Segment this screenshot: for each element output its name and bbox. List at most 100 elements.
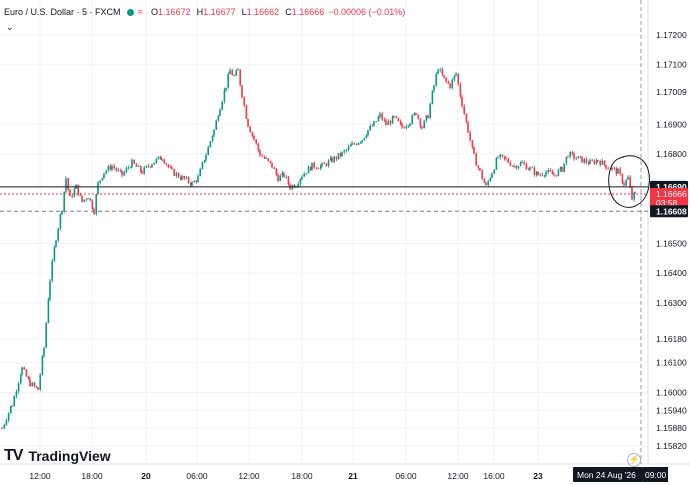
candle-body xyxy=(39,374,41,390)
candle-body xyxy=(299,178,302,184)
candle-body xyxy=(105,170,107,174)
candle-body xyxy=(465,113,468,123)
candle-body xyxy=(5,420,8,425)
candle-body xyxy=(91,200,94,210)
candle-body xyxy=(79,195,82,196)
candle-body xyxy=(451,79,453,88)
candle-body xyxy=(459,84,462,97)
candle-body xyxy=(345,149,348,151)
candle-body xyxy=(595,160,598,164)
candle-body xyxy=(561,166,563,172)
candle-body xyxy=(393,116,395,117)
candle-body xyxy=(491,173,493,178)
candle-body xyxy=(485,182,487,186)
candle-body xyxy=(529,167,531,170)
candle-body xyxy=(605,165,607,169)
candle-body xyxy=(323,163,325,164)
candle-body xyxy=(97,182,99,195)
candle-body xyxy=(15,391,18,397)
candle-body xyxy=(569,152,571,158)
candle-body xyxy=(47,299,50,323)
x-tick-label: 12:00 xyxy=(29,471,51,481)
candle-body xyxy=(1,428,3,429)
candle-body xyxy=(321,163,323,166)
candle-body xyxy=(397,118,400,122)
price-label-text: 1.16690 xyxy=(656,182,687,192)
candle-body xyxy=(161,159,163,161)
candle-body xyxy=(543,175,546,177)
lightning-icon[interactable]: ⚡ xyxy=(627,453,641,467)
crosshair-time: 09:00 xyxy=(645,470,667,480)
chevron-down-icon[interactable]: ⌄ xyxy=(6,22,14,32)
crosshair-date: Mon 24 Aug '26 xyxy=(577,470,636,480)
candle-body xyxy=(447,81,450,84)
candle-body xyxy=(197,176,199,182)
candle-body xyxy=(315,167,318,169)
candle-body xyxy=(143,167,145,174)
x-tick-label: 06:00 xyxy=(186,471,208,481)
candle-body xyxy=(41,355,44,375)
candle-body xyxy=(501,154,504,156)
candle-body xyxy=(525,163,528,170)
candle-body xyxy=(201,162,204,169)
candle-body xyxy=(477,165,480,169)
price-label-bg xyxy=(650,205,688,218)
candle-body xyxy=(311,162,313,171)
candle-body xyxy=(269,160,272,163)
candle-body xyxy=(131,159,133,168)
candle-body xyxy=(573,153,575,159)
candle-body xyxy=(373,121,375,126)
candle-body xyxy=(183,176,185,179)
brand-name: TradingView xyxy=(28,448,111,464)
candle-body xyxy=(71,196,73,197)
candle-body xyxy=(141,171,143,174)
candle-body xyxy=(43,347,45,356)
symbol-title[interactable]: Euro / U.S. Dollar · 5 · FXCM xyxy=(4,7,121,17)
candle-body xyxy=(89,198,91,201)
candle-body xyxy=(3,424,5,429)
candle-body xyxy=(287,176,290,185)
candle-body xyxy=(313,162,315,168)
x-tick-label: 12:00 xyxy=(447,471,469,481)
candle-body xyxy=(165,163,168,165)
candle-body xyxy=(171,167,173,170)
x-tick-label: 06:00 xyxy=(395,471,417,481)
high-value: 1.16677 xyxy=(203,7,236,17)
candle-body xyxy=(449,83,451,88)
x-tick-label: 20 xyxy=(141,471,151,481)
candle-body xyxy=(227,74,229,88)
candle-body xyxy=(155,158,158,163)
candle-body xyxy=(383,119,386,121)
candle-body xyxy=(371,125,374,127)
candle-body xyxy=(361,140,363,143)
candle-body xyxy=(509,162,512,166)
candle-body xyxy=(130,167,132,169)
candle-body xyxy=(265,158,267,159)
candle-body xyxy=(341,152,343,156)
candle-body xyxy=(87,198,89,200)
candle-body xyxy=(399,121,402,124)
candle-body xyxy=(153,162,155,165)
candle-body xyxy=(557,169,560,177)
candle-body xyxy=(497,157,499,159)
candle-body xyxy=(523,162,525,164)
candle-body xyxy=(257,143,260,151)
candle-body xyxy=(233,75,235,76)
y-tick-label: 1.15880 xyxy=(656,423,687,433)
candle-body xyxy=(303,173,305,177)
candle-body xyxy=(85,199,88,200)
candles xyxy=(1,67,636,430)
x-tick-label: 23 xyxy=(533,471,543,481)
candle-body xyxy=(11,406,13,407)
candle-body xyxy=(253,135,255,140)
candle-body xyxy=(369,125,371,131)
candle-body xyxy=(619,168,621,174)
candle-body xyxy=(277,174,279,182)
tv-icon: TV xyxy=(4,447,23,464)
candle-body xyxy=(95,194,97,214)
candle-body xyxy=(439,69,441,71)
candle-body xyxy=(190,182,192,186)
candle-body xyxy=(271,162,273,168)
candle-body xyxy=(589,160,591,165)
